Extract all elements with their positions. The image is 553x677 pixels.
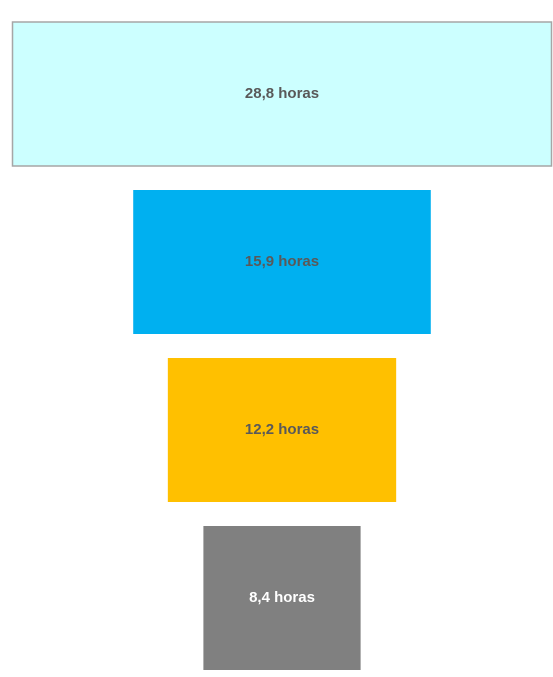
value-label: 8,4 horas	[249, 589, 315, 606]
funnel-bar	[133, 190, 431, 334]
funnel-bar	[11, 21, 553, 167]
value-label: 28,8 horas	[245, 85, 319, 102]
value-label: 15,9 horas	[245, 253, 319, 270]
funnel-bar	[167, 358, 397, 502]
funnel-bar	[203, 526, 361, 670]
value-label: 12,2 horas	[245, 421, 319, 438]
